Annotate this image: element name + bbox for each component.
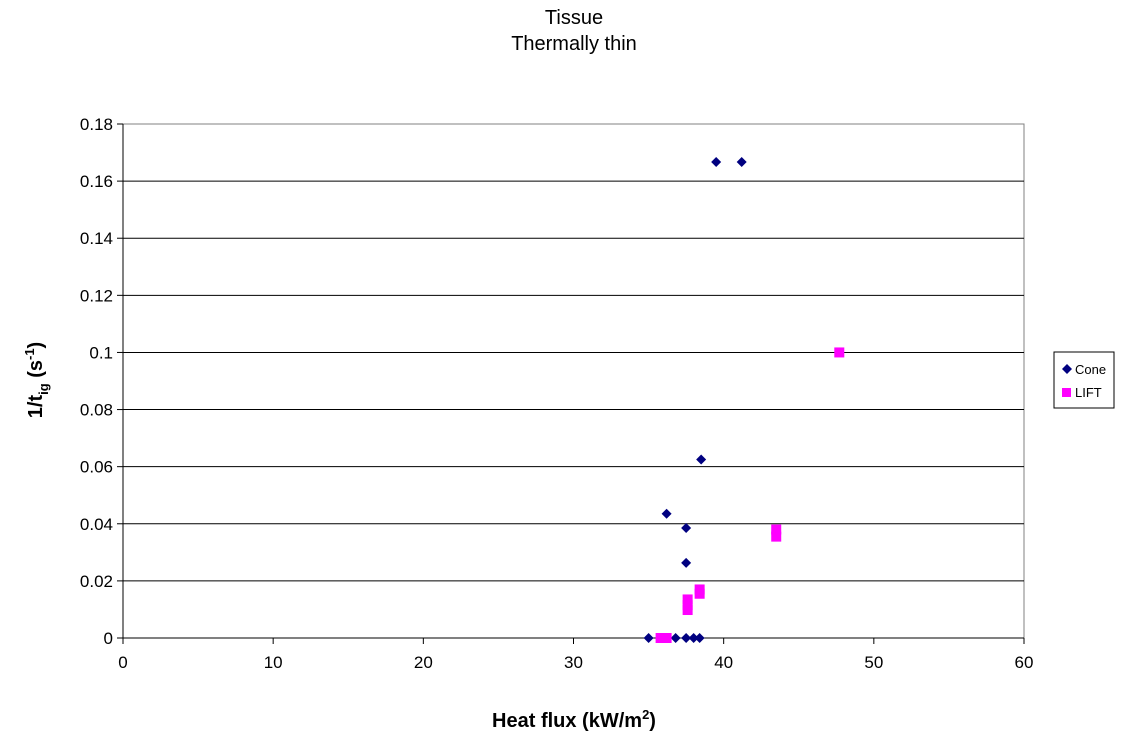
y-axis-ticks: 0 0.02 0.04 0.06 0.08 0.1 0.12 0.14 0.16 0.18: [80, 115, 124, 648]
legend-lift-label: LIFT: [1075, 385, 1102, 400]
lift-point: [771, 524, 782, 535]
chart-title-line-1: Tissue: [545, 7, 603, 29]
legend-lift-marker: [1062, 388, 1071, 397]
y-tick-label: 0.14: [80, 229, 113, 248]
x-axis-ticks: 0 10 20 30 40 50 60: [118, 637, 1034, 672]
cone-point: [681, 633, 692, 643]
lift-point: [682, 594, 693, 605]
lift-point: [661, 633, 672, 643]
legend-cone-marker: [1062, 364, 1072, 374]
x-tick-label: 10: [264, 653, 283, 672]
x-tick-label: 20: [414, 653, 433, 672]
y-tick-label: 0.16: [80, 172, 113, 191]
cone-point: [681, 557, 692, 568]
y-tick-label: 0.02: [80, 572, 113, 591]
lift-point: [682, 605, 693, 616]
chart-title-line-2: Thermally thin: [511, 33, 637, 55]
y-tick-label: 0.04: [80, 515, 113, 534]
x-tick-label: 0: [118, 653, 127, 672]
lift-point: [694, 588, 705, 599]
lift-point: [834, 347, 845, 358]
y-tick-label: 0.1: [89, 343, 113, 362]
lift-point: [771, 531, 782, 542]
x-tick-label: 60: [1015, 653, 1034, 672]
data-points: [643, 156, 845, 643]
cone-point: [643, 633, 654, 643]
cone-point: [694, 633, 705, 643]
x-axis-title: Heat flux (kW/m2): [492, 707, 656, 732]
y-axis-title: 1/tig (s-1): [22, 342, 51, 418]
lift-point: [655, 633, 666, 643]
y-tick-label: 0.08: [80, 401, 113, 420]
gridlines: [123, 180, 1024, 582]
cone-point: [736, 156, 747, 167]
legend-box: [1053, 351, 1115, 409]
cone-point: [696, 454, 707, 465]
y-tick-label: 0.06: [80, 458, 113, 477]
cone-point: [661, 508, 672, 519]
x-tick-label: 40: [714, 653, 733, 672]
chart-title: Tissue Thermally thin: [511, 7, 637, 55]
y-tick-label: 0.18: [80, 115, 113, 134]
legend: Cone LIFT: [1053, 351, 1115, 409]
x-tick-label: 30: [564, 653, 583, 672]
cone-point: [688, 633, 699, 643]
legend-cone-label: Cone: [1075, 362, 1106, 377]
cone-point: [711, 156, 722, 167]
y-tick-label: 0.12: [80, 286, 113, 305]
cone-point: [681, 523, 692, 534]
y-tick-label: 0: [104, 629, 113, 648]
x-tick-label: 50: [864, 653, 883, 672]
plot-area: [122, 123, 1025, 639]
cone-point: [670, 633, 681, 643]
